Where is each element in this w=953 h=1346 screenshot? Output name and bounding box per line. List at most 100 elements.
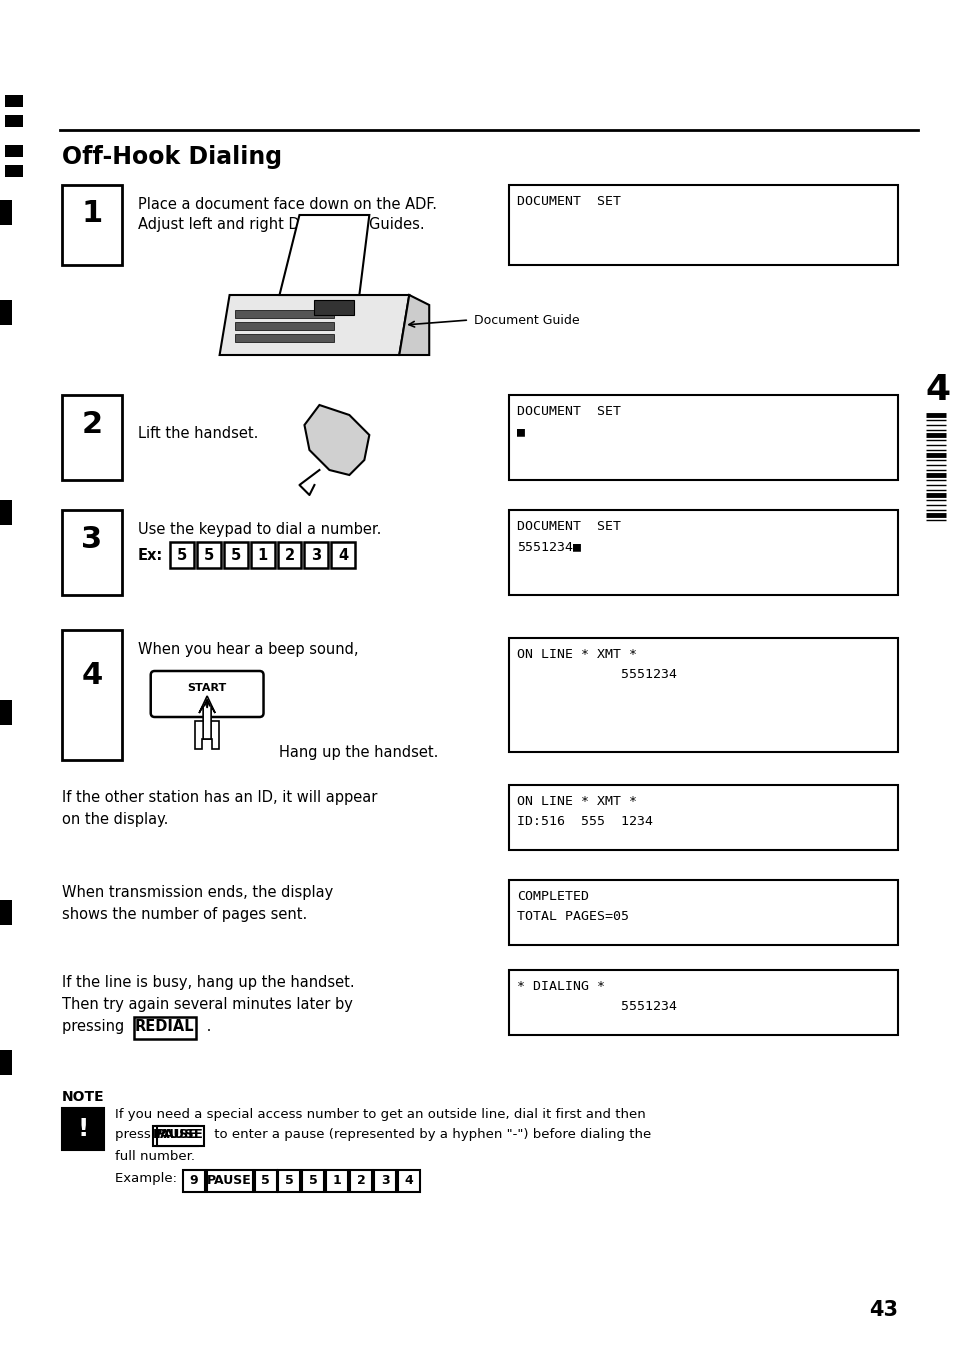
Text: DOCUMENT  SET: DOCUMENT SET — [517, 195, 620, 209]
Bar — [509, 785, 898, 851]
Text: 3: 3 — [311, 549, 321, 564]
Text: full number.: full number. — [114, 1149, 194, 1163]
Text: .: . — [201, 1019, 211, 1034]
Bar — [0, 1050, 12, 1075]
Text: 5: 5 — [176, 549, 187, 564]
Text: Then try again several minutes later by: Then try again several minutes later by — [62, 997, 353, 1012]
Bar — [62, 630, 122, 760]
Polygon shape — [279, 215, 369, 295]
Bar — [5, 145, 23, 157]
Bar — [5, 96, 23, 106]
Text: DOCUMENT  SET: DOCUMENT SET — [517, 405, 620, 419]
Text: 5551234: 5551234 — [517, 668, 677, 681]
Bar — [62, 394, 122, 481]
Bar — [234, 310, 335, 318]
Text: Ex:: Ex: — [137, 549, 163, 564]
Bar — [251, 542, 274, 568]
Text: pressing: pressing — [62, 1019, 129, 1034]
Bar — [0, 499, 12, 525]
Text: COMPLETED: COMPLETED — [517, 890, 588, 903]
Bar — [234, 334, 335, 342]
Text: 4: 4 — [81, 661, 102, 690]
Text: 5: 5 — [203, 549, 213, 564]
Text: Place a document face down on the ADF.: Place a document face down on the ADF. — [137, 197, 436, 213]
Text: to enter a pause (represented by a hyphen "-") before dialing the: to enter a pause (represented by a hyphe… — [210, 1128, 650, 1141]
Text: Adjust left and right Document Guides.: Adjust left and right Document Guides. — [137, 217, 424, 232]
Bar — [62, 1108, 104, 1149]
Bar — [509, 184, 898, 265]
Bar — [114, 1127, 813, 1148]
Bar — [350, 1170, 372, 1193]
Bar — [314, 300, 354, 315]
Polygon shape — [219, 295, 409, 355]
Bar — [0, 300, 12, 324]
Bar — [326, 1170, 348, 1193]
Bar — [62, 510, 122, 595]
Text: Document Guide: Document Guide — [474, 314, 579, 327]
Text: on the display.: on the display. — [62, 812, 168, 826]
Polygon shape — [304, 405, 369, 475]
Text: !: ! — [77, 1117, 89, 1141]
Text: 5: 5 — [231, 549, 240, 564]
Text: REDIAL: REDIAL — [134, 1019, 194, 1034]
Text: 3: 3 — [81, 525, 102, 555]
Bar — [397, 1170, 420, 1193]
Text: START: START — [188, 682, 227, 693]
Bar — [234, 322, 335, 330]
Bar — [207, 1170, 253, 1193]
Text: 2: 2 — [81, 411, 102, 439]
Text: * DIALING *: * DIALING * — [517, 980, 604, 993]
Text: DOCUMENT  SET: DOCUMENT SET — [517, 520, 620, 533]
Bar — [509, 394, 898, 481]
Text: 1: 1 — [81, 198, 102, 227]
Text: Lift the handset.: Lift the handset. — [137, 425, 258, 440]
Text: ID:516  555  1234: ID:516 555 1234 — [517, 814, 653, 828]
Bar — [254, 1170, 276, 1193]
Text: 5: 5 — [309, 1175, 317, 1187]
Text: 4: 4 — [404, 1175, 414, 1187]
Bar — [196, 542, 220, 568]
Bar — [509, 880, 898, 945]
Bar — [374, 1170, 395, 1193]
Bar — [509, 970, 898, 1035]
Text: PAUSE: PAUSE — [152, 1128, 197, 1141]
Text: 5551234: 5551234 — [517, 1000, 677, 1014]
Text: When transmission ends, the display: When transmission ends, the display — [62, 886, 333, 900]
Text: When you hear a beep sound,: When you hear a beep sound, — [137, 642, 358, 657]
Text: 1: 1 — [257, 549, 268, 564]
Bar — [156, 1127, 203, 1145]
Bar — [152, 1127, 197, 1145]
Text: 5: 5 — [261, 1175, 270, 1187]
Bar — [0, 700, 12, 725]
Text: 2: 2 — [356, 1175, 365, 1187]
Text: 1: 1 — [333, 1175, 341, 1187]
Text: PAUSE: PAUSE — [156, 1128, 204, 1141]
Bar — [5, 114, 23, 127]
Text: If the line is busy, hang up the handset.: If the line is busy, hang up the handset… — [62, 975, 355, 991]
Bar — [277, 542, 301, 568]
Text: If you need a special access number to get an outside line, dial it first and th: If you need a special access number to g… — [114, 1108, 645, 1121]
Bar — [0, 900, 12, 925]
Bar — [302, 1170, 324, 1193]
Text: Off-Hook Dialing: Off-Hook Dialing — [62, 145, 282, 170]
Bar — [62, 184, 122, 265]
Text: shows the number of pages sent.: shows the number of pages sent. — [62, 907, 307, 922]
Text: Hang up the handset.: Hang up the handset. — [279, 744, 438, 760]
Text: 43: 43 — [868, 1300, 898, 1320]
Bar — [182, 1170, 204, 1193]
Text: Use the keypad to dial a number.: Use the keypad to dial a number. — [137, 522, 381, 537]
Text: Example:: Example: — [114, 1172, 181, 1184]
Text: 5: 5 — [285, 1175, 294, 1187]
Bar — [331, 542, 355, 568]
Text: 4: 4 — [924, 373, 950, 406]
Text: PAUSE: PAUSE — [207, 1175, 252, 1187]
Text: press: press — [114, 1128, 154, 1141]
Bar — [5, 166, 23, 178]
Bar — [278, 1170, 300, 1193]
Text: ■: ■ — [517, 425, 524, 437]
FancyBboxPatch shape — [151, 672, 263, 717]
Text: 2: 2 — [284, 549, 294, 564]
Polygon shape — [399, 295, 429, 355]
Text: 5551234■: 5551234■ — [517, 540, 580, 553]
Bar — [509, 638, 898, 752]
